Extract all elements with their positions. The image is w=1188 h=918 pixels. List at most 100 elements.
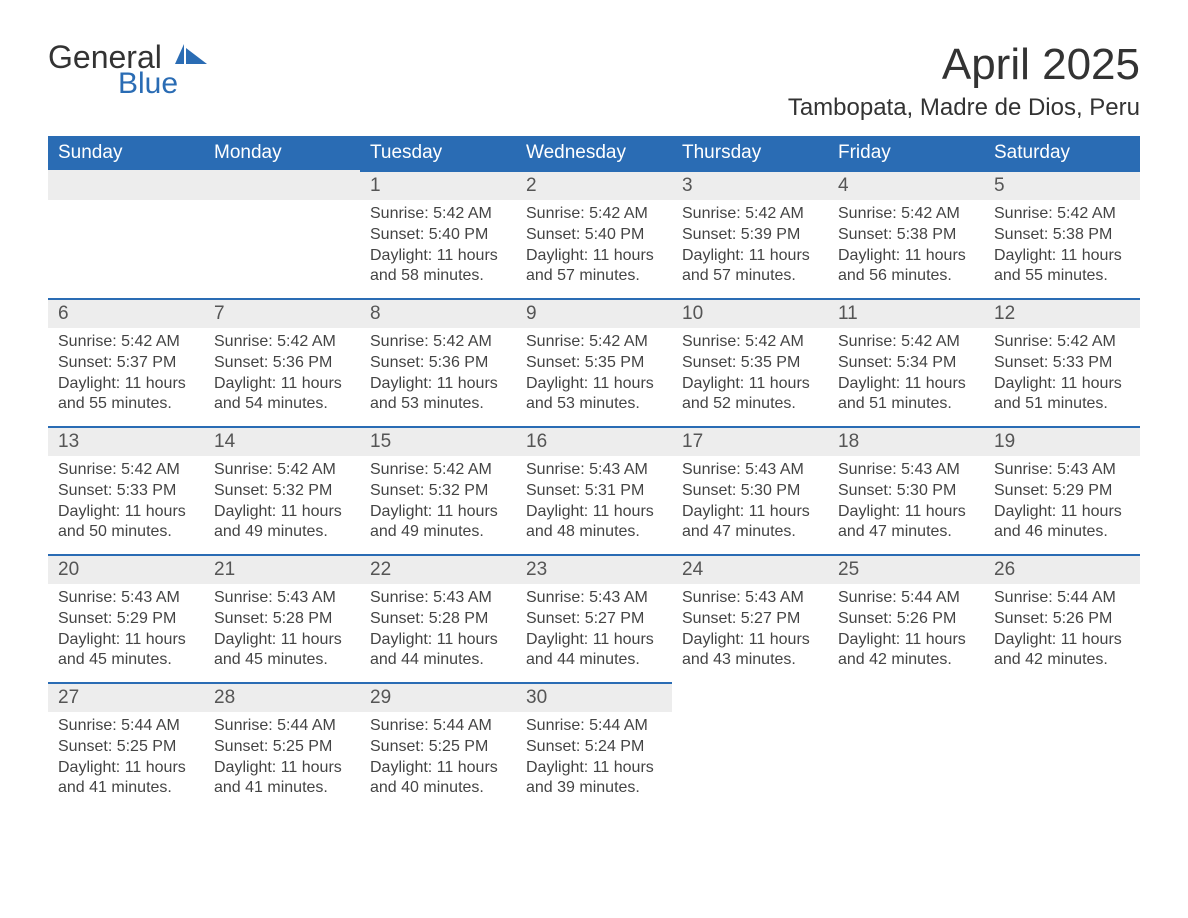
calendar-cell: 20Sunrise: 5:43 AMSunset: 5:29 PMDayligh… [48,554,204,682]
daylight-text: Daylight: 11 hours and 49 minutes. [370,502,506,544]
sunset-text: Sunset: 5:35 PM [682,353,818,374]
sunset-text: Sunset: 5:34 PM [838,353,974,374]
day-number: 15 [360,426,516,456]
calendar-cell: 27Sunrise: 5:44 AMSunset: 5:25 PMDayligh… [48,682,204,810]
calendar-cell [204,170,360,298]
day-number: 28 [204,682,360,712]
sunset-text: Sunset: 5:31 PM [526,481,662,502]
sunrise-text: Sunrise: 5:43 AM [370,588,506,609]
calendar-cell: 24Sunrise: 5:43 AMSunset: 5:27 PMDayligh… [672,554,828,682]
calendar-cell: 10Sunrise: 5:42 AMSunset: 5:35 PMDayligh… [672,298,828,426]
sunset-text: Sunset: 5:39 PM [682,225,818,246]
sunset-text: Sunset: 5:30 PM [682,481,818,502]
sunrise-text: Sunrise: 5:42 AM [838,204,974,225]
day-number: 25 [828,554,984,584]
calendar-cell: 3Sunrise: 5:42 AMSunset: 5:39 PMDaylight… [672,170,828,298]
sunset-text: Sunset: 5:33 PM [58,481,194,502]
sunrise-text: Sunrise: 5:43 AM [994,460,1130,481]
weekday-header: Friday [828,136,984,170]
day-body: Sunrise: 5:43 AMSunset: 5:27 PMDaylight:… [672,584,828,677]
daylight-text: Daylight: 11 hours and 53 minutes. [526,374,662,416]
sunrise-text: Sunrise: 5:43 AM [526,460,662,481]
day-number: 27 [48,682,204,712]
sunset-text: Sunset: 5:32 PM [370,481,506,502]
day-number: 26 [984,554,1140,584]
sunset-text: Sunset: 5:40 PM [370,225,506,246]
daylight-text: Daylight: 11 hours and 48 minutes. [526,502,662,544]
calendar-cell: 9Sunrise: 5:42 AMSunset: 5:35 PMDaylight… [516,298,672,426]
calendar-cell: 14Sunrise: 5:42 AMSunset: 5:32 PMDayligh… [204,426,360,554]
sunrise-text: Sunrise: 5:44 AM [214,716,350,737]
day-number: 14 [204,426,360,456]
calendar-cell: 16Sunrise: 5:43 AMSunset: 5:31 PMDayligh… [516,426,672,554]
header: General Blue April 2025 Tambopata, Madre… [48,40,1140,122]
day-number: 23 [516,554,672,584]
calendar-cell: 13 Sunrise: 5:42 AMSunset: 5:33 PMDayligh… [48,426,204,554]
sunrise-text: Sunrise: 5:43 AM [682,588,818,609]
calendar-body: 1 Sunrise: 5:42 AM Sunset: 5:40 PM Daylight… [48,170,1140,810]
day-body: Sunrise: 5:42 AMSunset: 5:35 PMDaylight:… [672,328,828,421]
day-body: Sunrise: 5:44 AMSunset: 5:25 PMDaylight:… [360,712,516,805]
daylight-text: Daylight: 11 hours and 55 minutes. [58,374,194,416]
sunset-text: Sunset: 5:35 PM [526,353,662,374]
sunrise-text: Sunrise: 5:42 AM [526,204,662,225]
day-number: 24 [672,554,828,584]
page-subtitle: Tambopata, Madre de Dios, Peru [788,94,1140,122]
sunset-text: Sunset: 5:29 PM [58,609,194,630]
logo: General Blue [48,40,209,99]
day-body: Sunrise: 5:43 AMSunset: 5:30 PMDaylight:… [672,456,828,549]
sunrise-text: Sunrise: 5:42 AM [58,460,194,481]
weekday-header: Sunday [48,136,204,170]
calendar-cell: 8Sunrise: 5:42 AMSunset: 5:36 PMDaylight… [360,298,516,426]
calendar-cell: 17Sunrise: 5:43 AMSunset: 5:30 PMDayligh… [672,426,828,554]
sunrise-text: Sunrise: 5:43 AM [214,588,350,609]
calendar-week-row: 6Sunrise: 5:42 AMSunset: 5:37 PMDaylight… [48,298,1140,426]
daylight-text: Daylight: 11 hours and 44 minutes. [526,630,662,672]
day-number: 13 [48,426,204,456]
calendar-cell [828,682,984,810]
day-number: 12 [984,298,1140,328]
sunset-text: Sunset: 5:30 PM [838,481,974,502]
day-body: Sunrise: 5:43 AMSunset: 5:30 PMDaylight:… [828,456,984,549]
daylight-text: Daylight: 11 hours and 46 minutes. [994,502,1130,544]
sunset-text: Sunset: 5:25 PM [370,737,506,758]
sunset-text: Sunset: 5:25 PM [58,737,194,758]
sunset-text: Sunset: 5:28 PM [370,609,506,630]
weekday-header: Wednesday [516,136,672,170]
daylight-text: Daylight: 11 hours and 42 minutes. [994,630,1130,672]
sunrise-text: Sunrise: 5:44 AM [838,588,974,609]
day-body: Sunrise: 5:44 AMSunset: 5:25 PMDaylight:… [204,712,360,805]
calendar-cell: 15Sunrise: 5:42 AMSunset: 5:32 PMDayligh… [360,426,516,554]
day-body: Sunrise: 5:43 AMSunset: 5:28 PMDaylight:… [360,584,516,677]
sunrise-text: Sunrise: 5:42 AM [58,332,194,353]
weekday-header-row: Sunday Monday Tuesday Wednesday Thursday… [48,136,1140,170]
daylight-text: Daylight: 11 hours and 57 minutes. [682,246,818,288]
day-number: 6 [48,298,204,328]
day-body: Sunrise: 5:44 AMSunset: 5:26 PMDaylight:… [984,584,1140,677]
calendar-cell: 28Sunrise: 5:44 AMSunset: 5:25 PMDayligh… [204,682,360,810]
sunrise-text: Sunrise: 5:44 AM [58,716,194,737]
calendar-table: Sunday Monday Tuesday Wednesday Thursday… [48,136,1140,810]
day-number: 1 [360,170,516,200]
empty-day-header [204,170,360,200]
day-body: Sunrise: 5:42 AMSunset: 5:33 PMDaylight:… [984,328,1140,421]
weekday-header: Tuesday [360,136,516,170]
day-body: Sunrise: 5:42 AMSunset: 5:34 PMDaylight:… [828,328,984,421]
calendar-cell: 11Sunrise: 5:42 AMSunset: 5:34 PMDayligh… [828,298,984,426]
sunset-text: Sunset: 5:28 PM [214,609,350,630]
calendar-cell: 19Sunrise: 5:43 AMSunset: 5:29 PMDayligh… [984,426,1140,554]
daylight-text: Daylight: 11 hours and 54 minutes. [214,374,350,416]
weekday-header: Monday [204,136,360,170]
daylight-text: Daylight: 11 hours and 50 minutes. [58,502,194,544]
calendar-cell: 30Sunrise: 5:44 AMSunset: 5:24 PMDayligh… [516,682,672,810]
calendar-cell: 7Sunrise: 5:42 AMSunset: 5:36 PMDaylight… [204,298,360,426]
calendar-cell: 21Sunrise: 5:43 AMSunset: 5:28 PMDayligh… [204,554,360,682]
calendar-week-row: 20Sunrise: 5:43 AMSunset: 5:29 PMDayligh… [48,554,1140,682]
sunrise-text: Sunrise: 5:42 AM [994,204,1130,225]
day-body: Sunrise: 5:42 AMSunset: 5:39 PMDaylight:… [672,200,828,293]
sunrise-text: Sunrise: 5:42 AM [370,332,506,353]
calendar-cell: 2Sunrise: 5:42 AMSunset: 5:40 PMDaylight… [516,170,672,298]
sunrise-text: Sunrise: 5:43 AM [526,588,662,609]
calendar-week-row: 1 Sunrise: 5:42 AM Sunset: 5:40 PM Daylight… [48,170,1140,298]
empty-day-header [48,170,204,200]
